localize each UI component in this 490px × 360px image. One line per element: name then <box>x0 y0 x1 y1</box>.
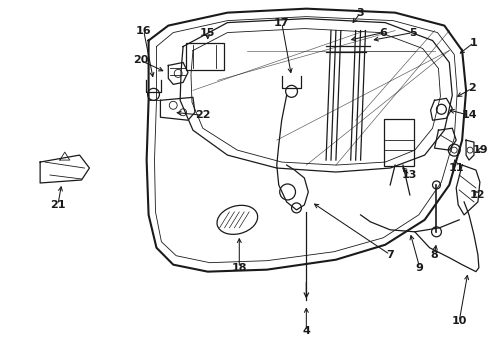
Text: 16: 16 <box>136 26 151 36</box>
Text: 6: 6 <box>379 28 387 37</box>
Text: 4: 4 <box>302 327 310 336</box>
Text: 13: 13 <box>402 170 417 180</box>
Text: 9: 9 <box>416 263 424 273</box>
Text: 15: 15 <box>200 28 216 37</box>
Text: 8: 8 <box>431 250 439 260</box>
FancyBboxPatch shape <box>384 119 414 166</box>
Text: 1: 1 <box>470 37 478 48</box>
Text: 18: 18 <box>232 263 247 273</box>
Text: 20: 20 <box>133 55 148 66</box>
FancyBboxPatch shape <box>186 42 223 71</box>
Text: 7: 7 <box>386 250 394 260</box>
Text: 11: 11 <box>448 163 464 173</box>
Text: 5: 5 <box>409 28 416 37</box>
Text: 19: 19 <box>473 145 489 155</box>
Text: 12: 12 <box>470 190 486 200</box>
Text: 22: 22 <box>195 110 211 120</box>
Text: 14: 14 <box>461 110 477 120</box>
Text: 21: 21 <box>50 200 66 210</box>
Text: 2: 2 <box>468 84 476 93</box>
Text: 3: 3 <box>357 8 365 18</box>
Text: 17: 17 <box>274 18 290 28</box>
Text: 10: 10 <box>451 316 467 327</box>
